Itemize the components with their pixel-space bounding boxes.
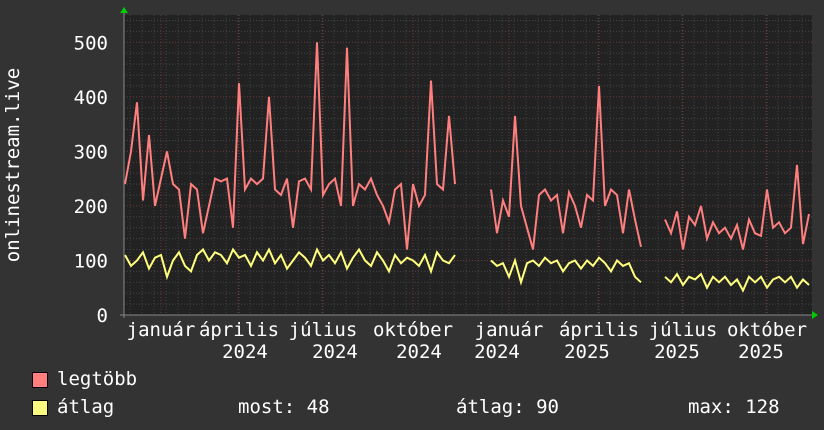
y-tick-label: 100 bbox=[74, 250, 108, 272]
stat-average: átlag: 90 bbox=[456, 396, 559, 418]
x-tick-label-month: április bbox=[559, 319, 639, 341]
x-tick-label-year: 2024 bbox=[396, 341, 442, 363]
y-tick-label: 400 bbox=[74, 87, 108, 109]
y-tick-label: 300 bbox=[74, 141, 108, 163]
series-line-avg bbox=[490, 256, 642, 286]
y-tick-label: 0 bbox=[97, 305, 108, 327]
x-tick-label-year: 2024 bbox=[474, 341, 520, 363]
x-tick-label-month: október bbox=[373, 319, 453, 341]
y-axis-arrow-icon bbox=[120, 7, 128, 13]
x-tick-label-year: 2024 bbox=[222, 341, 268, 363]
x-tick-label-month: július bbox=[289, 319, 358, 341]
x-tick-label-month: január bbox=[475, 319, 544, 341]
x-tick-label-year: 2025 bbox=[564, 341, 610, 363]
x-axis-arrow-icon bbox=[812, 311, 818, 319]
series-line-max bbox=[664, 164, 810, 250]
x-tick-label-year: 2024 bbox=[312, 341, 358, 363]
x-tick-label-year: 2025 bbox=[654, 341, 700, 363]
series-line-max bbox=[124, 42, 456, 250]
x-axis-labels: január április július október január április j… bbox=[127, 319, 807, 363]
series-lines bbox=[124, 42, 810, 293]
stat-max: max: 128 bbox=[688, 396, 780, 418]
x-tick-label-month: október bbox=[727, 319, 807, 341]
legend-label-avg: átlag bbox=[57, 396, 115, 418]
legend-swatch-max bbox=[32, 372, 48, 388]
stat-now: most: 48 bbox=[238, 396, 330, 418]
legend-label-max: legtöbb bbox=[57, 368, 138, 390]
x-tick-label-month: július bbox=[649, 319, 718, 341]
x-tick-label-year: 2025 bbox=[738, 341, 784, 363]
series-line-avg bbox=[664, 272, 810, 293]
series-line-avg bbox=[124, 247, 456, 281]
y-axis-label: onlinestream.live bbox=[2, 68, 24, 262]
y-axis-ticks: 0 100 200 300 400 500 bbox=[74, 32, 108, 327]
series-line-max bbox=[490, 85, 642, 250]
y-tick-label: 500 bbox=[74, 32, 108, 54]
legend-swatch-avg bbox=[32, 400, 48, 416]
plot-area bbox=[124, 15, 812, 315]
x-tick-label-month: január bbox=[127, 319, 196, 341]
x-tick-label-month: április bbox=[199, 319, 279, 341]
y-tick-label: 200 bbox=[74, 196, 108, 218]
